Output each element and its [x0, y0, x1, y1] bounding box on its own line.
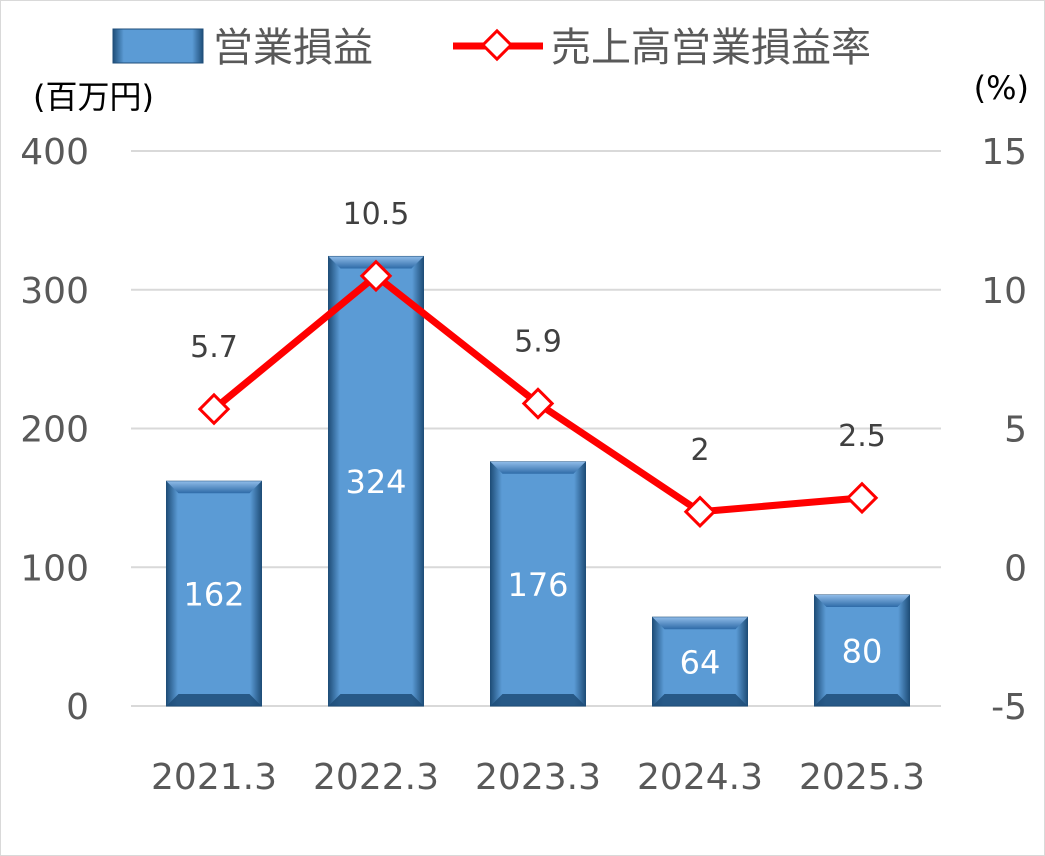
legend-bar-swatch	[112, 28, 204, 64]
bar-bevel-top	[166, 481, 262, 494]
right-tick-label: 0	[1004, 548, 1027, 589]
right-tick-label: 5	[1004, 410, 1027, 451]
legend-item-line: 売上高営業損益率	[453, 25, 871, 71]
bar-body	[490, 461, 586, 707]
line-marker	[521, 387, 555, 420]
bar-bevel-bottom	[652, 694, 748, 706]
line-value-label: 10.5	[343, 197, 410, 232]
x-tick-label: 2023.3	[475, 757, 601, 798]
left-tick-label: 0	[66, 687, 89, 728]
bar: 162	[166, 480, 262, 707]
bar-bevel-bottom	[328, 694, 424, 706]
line-value-label: 5.9	[514, 325, 562, 360]
line-marker	[683, 495, 717, 529]
x-tick-label: 2025.3	[799, 757, 925, 798]
right-tick-label: 10	[981, 271, 1027, 312]
bar: 64	[652, 616, 748, 707]
x-tick-label: 2021.3	[151, 757, 277, 798]
line-value-label: 2.5	[838, 419, 886, 454]
left-tick-label: 300	[20, 271, 89, 312]
left-tick-label: 400	[20, 132, 89, 173]
x-tick-label: 2022.3	[313, 757, 439, 798]
bar-value-label: 162	[183, 576, 244, 614]
bar-bevel-bottom	[814, 694, 910, 706]
bar: 324	[328, 255, 424, 707]
bar-value-label: 324	[345, 463, 406, 501]
bar-bevel-top	[490, 461, 586, 474]
bar: 80	[814, 594, 910, 707]
legend-line-marker	[480, 28, 514, 62]
bar-bevel-top	[814, 595, 910, 607]
right-axis-unit: (%)	[974, 69, 1029, 107]
legend-line-label: 売上高営業損益率	[551, 25, 871, 71]
bar-bevel-bottom	[490, 694, 586, 706]
legend-bar-label: 営業損益	[213, 25, 373, 71]
right-axis-ticks: -5 0 5 10 15	[981, 132, 1027, 728]
line-marker	[845, 481, 879, 515]
bar-body	[814, 594, 910, 707]
line-value-label: 5.7	[190, 330, 238, 365]
line-value-label: 2	[690, 433, 709, 468]
bar-value-label: 80	[842, 633, 883, 671]
bar-bevel-top	[652, 617, 748, 630]
line-marker	[197, 392, 231, 426]
bar-body	[328, 255, 424, 707]
right-tick-label: 15	[981, 132, 1027, 173]
x-axis-ticks: 2021.3 2022.3 2023.3 2024.3 2025.3	[151, 757, 925, 798]
bar-value-label: 176	[507, 566, 568, 604]
left-axis-ticks: 0 100 200 300 400	[20, 132, 89, 728]
bar-value-label: 64	[680, 644, 721, 682]
line-series: 5.7 10.5 5.9 2 2.5	[190, 197, 886, 529]
x-tick-label: 2024.3	[637, 757, 763, 798]
bar-series: 162 324 176 64 80	[166, 255, 910, 707]
legend: 営業損益 売上高営業損益率	[112, 25, 871, 71]
left-tick-label: 100	[20, 548, 89, 589]
right-tick-label: -5	[991, 687, 1027, 728]
bar-bevel-bottom	[166, 694, 262, 706]
left-axis-unit: (百万円)	[33, 78, 154, 116]
left-tick-label: 200	[20, 410, 89, 451]
bar: 176	[490, 461, 586, 707]
line-marker	[359, 259, 393, 293]
bar-body	[652, 616, 748, 707]
legend-item-bar: 営業損益	[112, 25, 373, 71]
